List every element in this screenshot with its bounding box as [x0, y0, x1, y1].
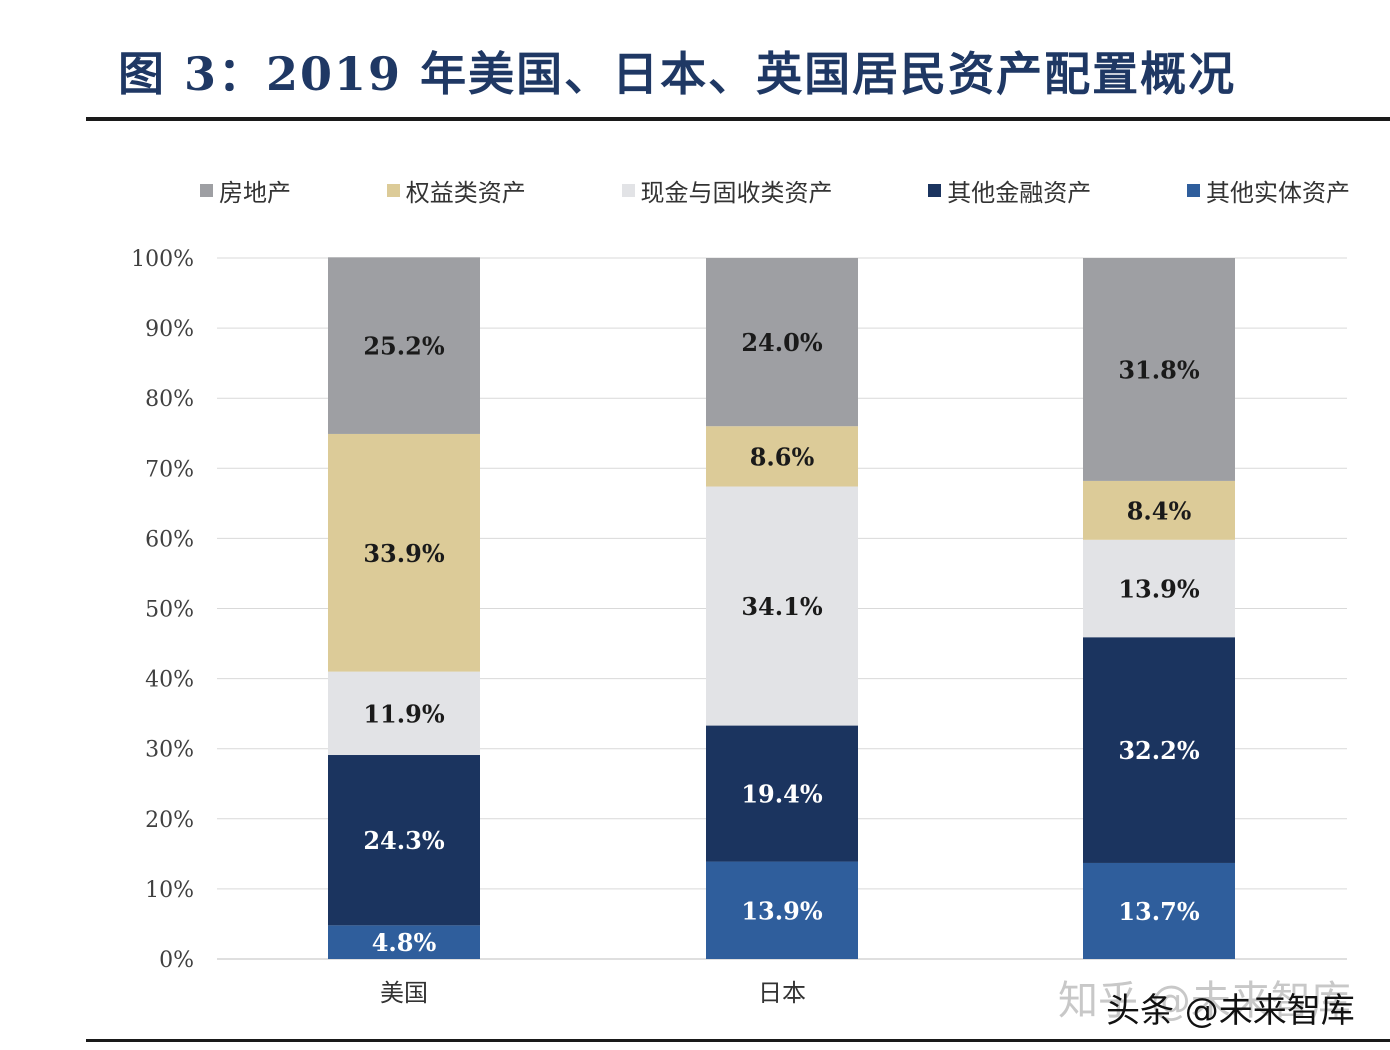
legend-label-other-physical: 其他实体资产	[1206, 178, 1350, 207]
legend-swatch-equity	[386, 183, 400, 197]
legend: 房地产 权益类资产 现金与固收类资产 其他金融资产 其他实体资产	[200, 170, 1350, 210]
legend-label-other-financial: 其他金融资产	[947, 178, 1092, 207]
y-tick-label: 80%	[145, 387, 194, 412]
legend-label-real-estate: 房地产	[219, 178, 291, 207]
y-tick-label: 0%	[159, 948, 194, 973]
bar-segment-other-financial-japan	[706, 725, 858, 862]
title-underline	[86, 117, 1390, 121]
data-label-real-estate-us: 25.2%	[363, 332, 444, 361]
data-label-cash-fixed-income-uk: 13.9%	[1118, 575, 1199, 604]
y-tick-label: 10%	[145, 878, 194, 903]
legend-label-cash-fixed-income: 现金与固收类资产	[640, 178, 833, 207]
data-label-other-physical-us: 4.8%	[372, 928, 437, 957]
bar-segment-equity-uk	[1083, 480, 1235, 540]
data-label-other-financial-uk: 32.2%	[1118, 736, 1199, 765]
y-tick-label: 40%	[145, 668, 194, 693]
watermark-secondary: 知乎 @未来智库	[1058, 978, 1351, 1024]
data-label-other-physical-japan: 13.9%	[741, 896, 822, 925]
legend-label-equity: 权益类资产	[405, 178, 526, 207]
legend-swatch-other-financial	[928, 183, 942, 197]
data-label-cash-fixed-income-japan: 34.1%	[741, 592, 822, 621]
legend-item-other-financial: 其他金融资产	[928, 173, 1091, 208]
y-tick-label: 30%	[145, 738, 194, 763]
legend-swatch-cash-fixed-income	[621, 183, 635, 197]
y-tick-label: 90%	[145, 317, 194, 342]
bar-segment-other-financial-us	[328, 755, 480, 926]
bottom-rule	[86, 1039, 1390, 1042]
bar-segment-equity-japan	[706, 426, 858, 487]
watermark-primary: 头条 @未来智库	[1106, 991, 1355, 1031]
bar-segment-other-physical-japan	[706, 861, 858, 959]
bar-segment-other-financial-uk	[1083, 637, 1235, 863]
legend-item-equity: 权益类资产	[386, 173, 526, 208]
bar-segment-equity-us	[328, 433, 480, 672]
legend-swatch-other-physical	[1187, 183, 1200, 197]
y-tick-label: 60%	[145, 527, 194, 552]
chart-title: 图 3：2019 年美国、日本、英国居民资产配置概况	[118, 47, 1237, 101]
data-label-other-financial-japan: 19.4%	[741, 780, 822, 809]
data-label-equity-uk: 8.4%	[1127, 496, 1192, 525]
bar-segment-cash-fixed-income-us	[328, 671, 480, 756]
legend-item-cash-fixed-income: 现金与固收类资产	[621, 173, 833, 208]
bar-segment-real-estate-uk	[1083, 258, 1235, 481]
data-label-equity-us: 33.9%	[363, 539, 444, 568]
legend-item-other-physical: 其他实体资产	[1187, 173, 1350, 208]
data-label-equity-japan: 8.6%	[750, 442, 815, 471]
x-category-label-japan: 日本	[758, 979, 806, 1007]
x-category-label-us: 美国	[380, 979, 428, 1007]
data-label-cash-fixed-income-us: 11.9%	[363, 699, 444, 728]
bar-segment-cash-fixed-income-japan	[706, 486, 858, 726]
y-tick-label: 20%	[145, 808, 194, 833]
bar-segment-real-estate-japan	[706, 258, 858, 427]
data-label-real-estate-japan: 24.0%	[741, 328, 822, 357]
bar-segment-other-physical-us	[328, 925, 480, 959]
legend-swatch-real-estate	[200, 183, 213, 197]
data-label-other-financial-us: 24.3%	[363, 826, 444, 855]
legend-item-real-estate: 房地产	[200, 173, 291, 208]
bar-segment-cash-fixed-income-uk	[1083, 539, 1235, 638]
data-label-real-estate-uk: 31.8%	[1118, 355, 1199, 384]
data-label-other-physical-uk: 13.7%	[1118, 897, 1199, 926]
y-tick-label: 50%	[145, 598, 194, 623]
bar-segment-other-physical-uk	[1083, 862, 1235, 959]
y-tick-label: 70%	[145, 457, 194, 482]
y-tick-label: 100%	[131, 247, 194, 272]
bar-segment-real-estate-us	[328, 257, 480, 434]
